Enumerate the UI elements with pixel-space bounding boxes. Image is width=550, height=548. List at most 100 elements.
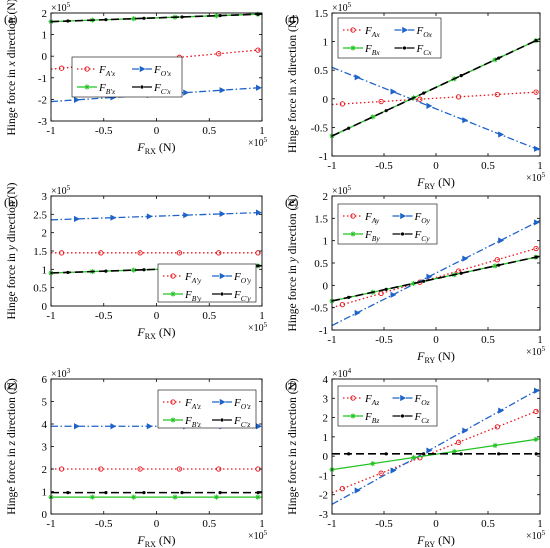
series-line-Ay: [331, 246, 541, 309]
y-tick-label: -3: [319, 509, 329, 521]
y-exponent: ×105: [51, 184, 71, 197]
series-line-By: [331, 255, 541, 302]
data-point: [462, 427, 469, 434]
data-point: [422, 452, 426, 456]
data-point: [498, 237, 505, 244]
y-tick-label: 0: [42, 301, 48, 313]
x-tick-label: 0.5: [202, 310, 216, 322]
y-tick-label: 3: [42, 442, 48, 454]
data-point: [533, 89, 539, 95]
x-exponent: ×105: [248, 321, 268, 334]
data-point: [426, 273, 433, 280]
legend-marker: [219, 398, 226, 406]
data-point: [131, 494, 137, 500]
x-tick-label: 1: [259, 310, 265, 322]
x-tick-label: -0.5: [375, 518, 393, 530]
data-point: [384, 287, 388, 291]
y-tick-label: -0.5: [311, 303, 329, 315]
y-exponent: ×103: [51, 367, 71, 380]
x-axis-label: FRX (N): [136, 533, 175, 548]
data-point: [354, 74, 361, 81]
y-tick-label: 4: [323, 374, 329, 386]
y-axis-label: Hinge force in y direction (N): [6, 182, 18, 319]
y-exponent: ×105: [332, 1, 352, 14]
legend-marker: [140, 85, 144, 89]
x-tick-label: 0.5: [481, 334, 495, 346]
data-point: [492, 442, 498, 449]
x-tick-label: -0.5: [95, 518, 113, 530]
data-point: [494, 424, 500, 430]
data-point: [534, 219, 540, 226]
data-point: [533, 436, 539, 443]
data-point: [66, 270, 70, 275]
data-point: [104, 18, 108, 22]
x-tick-label: 0: [154, 518, 160, 530]
x-tick-label: 0.5: [481, 160, 495, 172]
y-tick-label: 1.5: [314, 213, 328, 225]
data-point: [255, 47, 261, 53]
legend-marker: [170, 417, 176, 423]
y-axis-label: Hinge force in z direction (N): [6, 378, 18, 515]
legend-marker: [402, 26, 409, 34]
y-tick-label: 1: [323, 37, 329, 49]
y-tick-label: -2: [319, 490, 328, 502]
y-tick-label: 3: [323, 393, 329, 405]
x-tick-label: 1: [537, 518, 543, 530]
data-point: [256, 264, 260, 268]
data-point: [354, 487, 361, 494]
x-axis-label: FRY (N): [416, 349, 455, 365]
data-point: [347, 295, 351, 299]
data-point: [74, 96, 80, 103]
data-point: [213, 13, 220, 19]
y-tick-label: 6: [42, 374, 48, 386]
x-axis-label: FRY (N): [416, 533, 455, 548]
legend-marker: [84, 84, 90, 90]
legend-marker: [170, 291, 176, 297]
data-point: [110, 423, 117, 430]
data-point: [137, 250, 143, 256]
x-exponent: ×105: [248, 136, 268, 149]
y-axis-label: Hinge force in x direction (N): [6, 0, 18, 136]
x-tick-label: -0.5: [375, 160, 393, 172]
x-exponent: ×105: [526, 529, 546, 542]
y-exponent: ×105: [332, 184, 352, 197]
data-point: [216, 51, 222, 57]
data-point: [131, 267, 137, 273]
y-axis-label: Hinge force in x direction (N): [287, 16, 299, 153]
y-exponent: ×104: [332, 367, 352, 380]
y-tick-label: -1: [319, 151, 328, 163]
panel-f: (f) -1 -0.5 0 0.5 1 -3 -2 -1 0 1 2 3 4 ×104 ×105 FRY (N)…: [285, 367, 546, 548]
data-point: [533, 408, 539, 415]
y-tick-label: 0: [42, 509, 48, 521]
legend-box: [337, 203, 438, 245]
data-point: [218, 491, 222, 495]
y-tick-label: 0: [323, 451, 329, 463]
data-point: [497, 56, 501, 60]
data-point: [534, 255, 538, 259]
y-exponent: ×105: [51, 1, 71, 14]
legend-marker: [220, 292, 224, 296]
series-line-Opy: [50, 211, 263, 221]
data-point: [459, 271, 463, 275]
data-point: [534, 452, 538, 456]
data-point: [180, 15, 184, 19]
x-tick-label: -1: [327, 334, 336, 346]
data-point: [354, 309, 361, 317]
data-point: [176, 466, 183, 472]
x-tick-label: 0: [433, 160, 439, 172]
data-point: [216, 466, 222, 472]
data-point: [455, 439, 462, 445]
data-point: [494, 91, 500, 98]
data-point: [183, 89, 190, 96]
legend-marker: [220, 418, 224, 422]
legend-marker: [170, 399, 176, 405]
data-point: [255, 250, 261, 256]
data-point: [426, 102, 433, 109]
x-tick-label: 0.5: [481, 518, 495, 530]
y-tick-label: 5: [42, 397, 48, 409]
y-tick-label: -2: [38, 94, 47, 106]
y-tick-label: 1.5: [33, 246, 47, 258]
x-tick-label: -1: [327, 160, 336, 172]
